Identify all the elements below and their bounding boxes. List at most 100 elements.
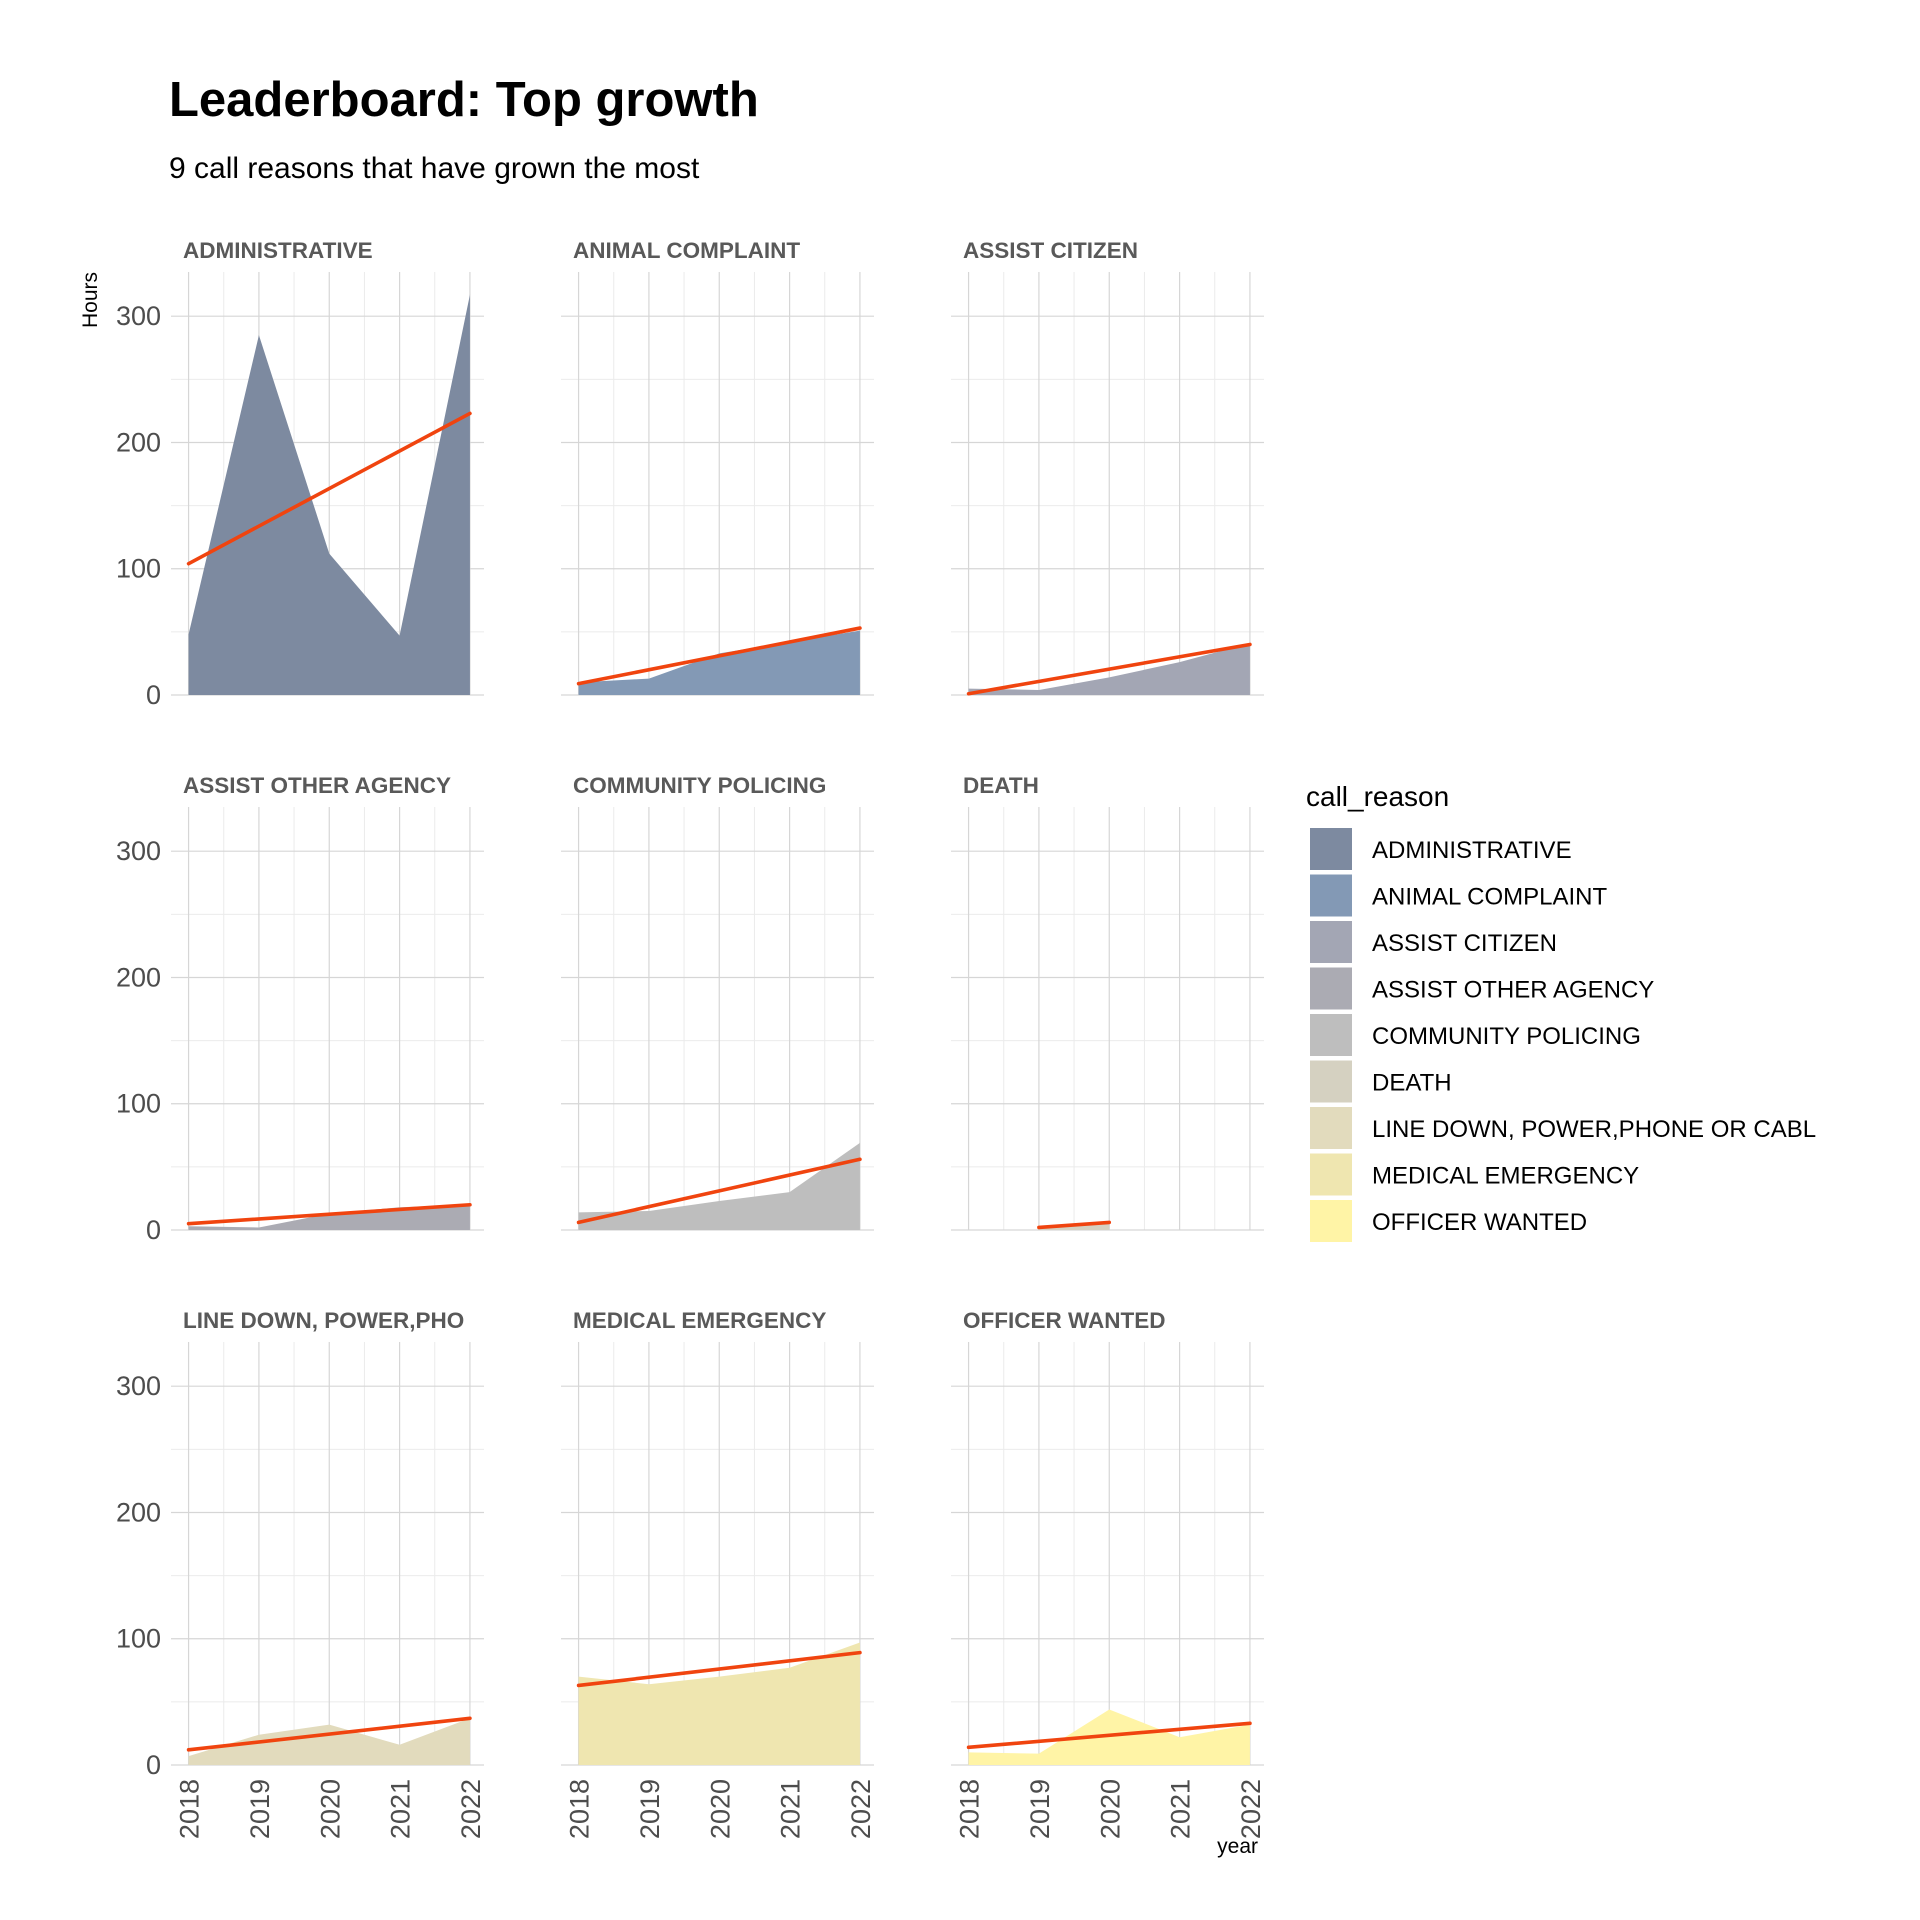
legend-item: DEATH — [1310, 1060, 1452, 1103]
legend-swatch — [1310, 1200, 1352, 1242]
legend-item: ANIMAL COMPLAINT — [1310, 874, 1607, 917]
facet-panel: OFFICER WANTED 2018 2019 2020 2021 2022 — [951, 1308, 1266, 1839]
facet-strip-label: OFFICER WANTED — [963, 1308, 1166, 1333]
y-tick-label: 300 — [116, 301, 161, 331]
y-tick-label: 0 — [146, 680, 161, 710]
trend-line — [186, 1716, 472, 1752]
facet-panels: ADMINISTRATIVE 0 100 200 300 ANIMAL COMPLAINT… — [116, 238, 1266, 1839]
x-tick-label: 2020 — [315, 1779, 345, 1839]
y-tick-label: 300 — [116, 1371, 161, 1401]
trend-line — [576, 1157, 862, 1225]
legend-item: OFFICER WANTED — [1310, 1200, 1587, 1242]
y-axis-title: Hours — [79, 272, 102, 328]
legend-swatch — [1310, 874, 1352, 917]
area-series — [968, 643, 1250, 695]
y-tick-label: 0 — [146, 1215, 161, 1245]
panel-grid — [951, 807, 1264, 1231]
x-tick-label: 2018 — [955, 1779, 985, 1839]
facet-panel: ANIMAL COMPLAINT — [561, 238, 874, 696]
legend-swatch — [1310, 828, 1352, 870]
x-tick-label: 2022 — [1236, 1779, 1266, 1839]
area-series — [968, 1709, 1250, 1765]
facet-panel: ASSIST CITIZEN — [951, 238, 1264, 696]
x-tick-label: 2021 — [386, 1779, 416, 1839]
area-series — [578, 630, 860, 695]
facet-panel: ADMINISTRATIVE 0 100 200 300 — [116, 238, 484, 710]
legend-item: COMMUNITY POLICING — [1310, 1014, 1641, 1056]
panel-grid — [171, 1342, 484, 1766]
x-tick-label: 2021 — [776, 1779, 806, 1839]
x-tick-label: 2022 — [456, 1779, 486, 1839]
trend-line — [186, 1202, 472, 1226]
facet-panel: LINE DOWN, POWER,PHO 0 100 200 300 2018 2019 20… — [116, 1308, 486, 1839]
legend-item: ASSIST CITIZEN — [1310, 921, 1557, 963]
y-tick-label: 100 — [116, 1624, 161, 1654]
legend-label: ANIMAL COMPLAINT — [1372, 884, 1607, 911]
y-tick-label: 200 — [116, 427, 161, 457]
trend-line — [1037, 1220, 1112, 1230]
y-tick-label: 100 — [116, 554, 161, 584]
panel-grid — [561, 272, 874, 696]
y-tick-label: 200 — [116, 1497, 161, 1527]
x-tick-label: 2020 — [705, 1779, 735, 1839]
legend-item: ADMINISTRATIVE — [1310, 828, 1572, 870]
chart-subtitle: 9 call reasons that have grown the most — [169, 152, 700, 185]
facet-panel: ASSIST OTHER AGENCY 0 100 200 300 — [116, 773, 484, 1245]
trend-line — [186, 411, 472, 566]
x-tick-label: 2019 — [1025, 1779, 1055, 1839]
x-tick-label: 2022 — [846, 1779, 876, 1839]
area-series — [188, 1718, 470, 1765]
legend-swatch — [1310, 921, 1352, 963]
legend-swatch — [1310, 967, 1352, 1010]
legend-label: COMMUNITY POLICING — [1372, 1023, 1641, 1050]
legend-item: LINE DOWN, POWER,PHONE OR CABL — [1310, 1107, 1816, 1149]
legend-label: ASSIST CITIZEN — [1372, 930, 1557, 957]
legend-label: DEATH — [1372, 1070, 1452, 1097]
x-tick-label: 2019 — [635, 1779, 665, 1839]
facet-strip-label: MEDICAL EMERGENCY — [573, 1308, 826, 1333]
trend-line — [966, 1721, 1252, 1750]
legend-swatch — [1310, 1107, 1352, 1149]
panel-grid — [171, 807, 484, 1231]
facet-panel: DEATH — [951, 773, 1264, 1231]
area-series — [188, 294, 470, 695]
legend-label: OFFICER WANTED — [1372, 1209, 1587, 1236]
x-tick-label: 2018 — [565, 1779, 595, 1839]
legend-label: ASSIST OTHER AGENCY — [1372, 977, 1654, 1004]
facet-strip-label: DEATH — [963, 773, 1039, 798]
y-tick-label: 200 — [116, 962, 161, 992]
area-series — [578, 1142, 860, 1230]
legend-title: call_reason — [1306, 781, 1449, 812]
legend-label: MEDICAL EMERGENCY — [1372, 1163, 1639, 1190]
y-tick-label: 100 — [116, 1089, 161, 1119]
legend-label: ADMINISTRATIVE — [1372, 837, 1572, 864]
y-tick-label: 300 — [116, 836, 161, 866]
facet-panel: MEDICAL EMERGENCY 2018 2019 2020 2021 2022 — [561, 1308, 876, 1839]
trend-line — [576, 1650, 862, 1688]
x-tick-label: 2018 — [175, 1779, 205, 1839]
legend-swatch — [1310, 1153, 1352, 1196]
trend-line — [966, 642, 1252, 696]
x-axis-title: year — [1217, 1835, 1258, 1858]
facet-strip-label: ADMINISTRATIVE — [183, 238, 373, 263]
legend-item: ASSIST OTHER AGENCY — [1310, 967, 1654, 1010]
facet-strip-label: LINE DOWN, POWER,PHO — [183, 1308, 464, 1333]
legend: call_reason ADMINISTRATIVE ANIMAL COMPLAI… — [1306, 781, 1816, 1242]
facet-strip-label: ASSIST CITIZEN — [963, 238, 1138, 263]
legend-item: MEDICAL EMERGENCY — [1310, 1153, 1639, 1196]
legend-swatch — [1310, 1014, 1352, 1056]
legend-label: LINE DOWN, POWER,PHONE OR CABL — [1372, 1116, 1816, 1143]
trend-line — [576, 626, 862, 686]
chart-title: Leaderboard: Top growth — [169, 73, 759, 127]
facet-strip-label: ASSIST OTHER AGENCY — [183, 773, 451, 798]
x-tick-label: 2020 — [1095, 1779, 1125, 1839]
x-tick-label: 2021 — [1166, 1779, 1196, 1839]
panel-grid — [951, 272, 1264, 696]
area-series — [578, 1642, 860, 1765]
panel-grid — [951, 1342, 1264, 1766]
y-tick-label: 0 — [146, 1750, 161, 1780]
facet-strip-label: ANIMAL COMPLAINT — [573, 238, 800, 263]
x-tick-label: 2019 — [245, 1779, 275, 1839]
legend-swatch — [1310, 1060, 1352, 1103]
